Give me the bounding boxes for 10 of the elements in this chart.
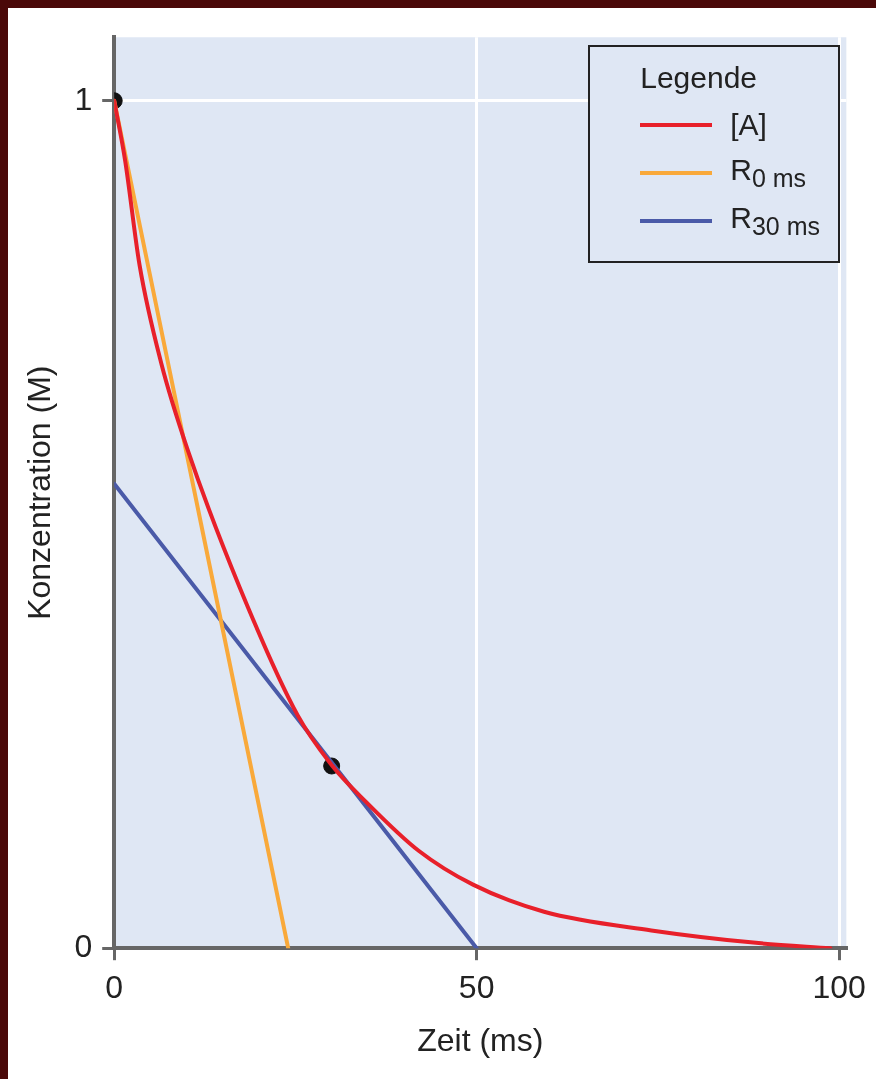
x-tick-label: 50: [458, 969, 495, 1006]
x-axis-title: Zeit (ms): [417, 1021, 544, 1058]
legend-label: R$_{0 ms}$: [730, 153, 807, 193]
legend-title: Legende: [640, 61, 759, 95]
x-tick-label: 100: [812, 969, 866, 1006]
y-axis-title: Konzentration (M): [21, 365, 58, 620]
legend-label: R$_{30 ms}$: [730, 201, 820, 241]
y-tick-label: 1: [74, 80, 93, 117]
legend-label: [A]: [730, 108, 767, 142]
x-tick-label: 0: [105, 969, 124, 1006]
